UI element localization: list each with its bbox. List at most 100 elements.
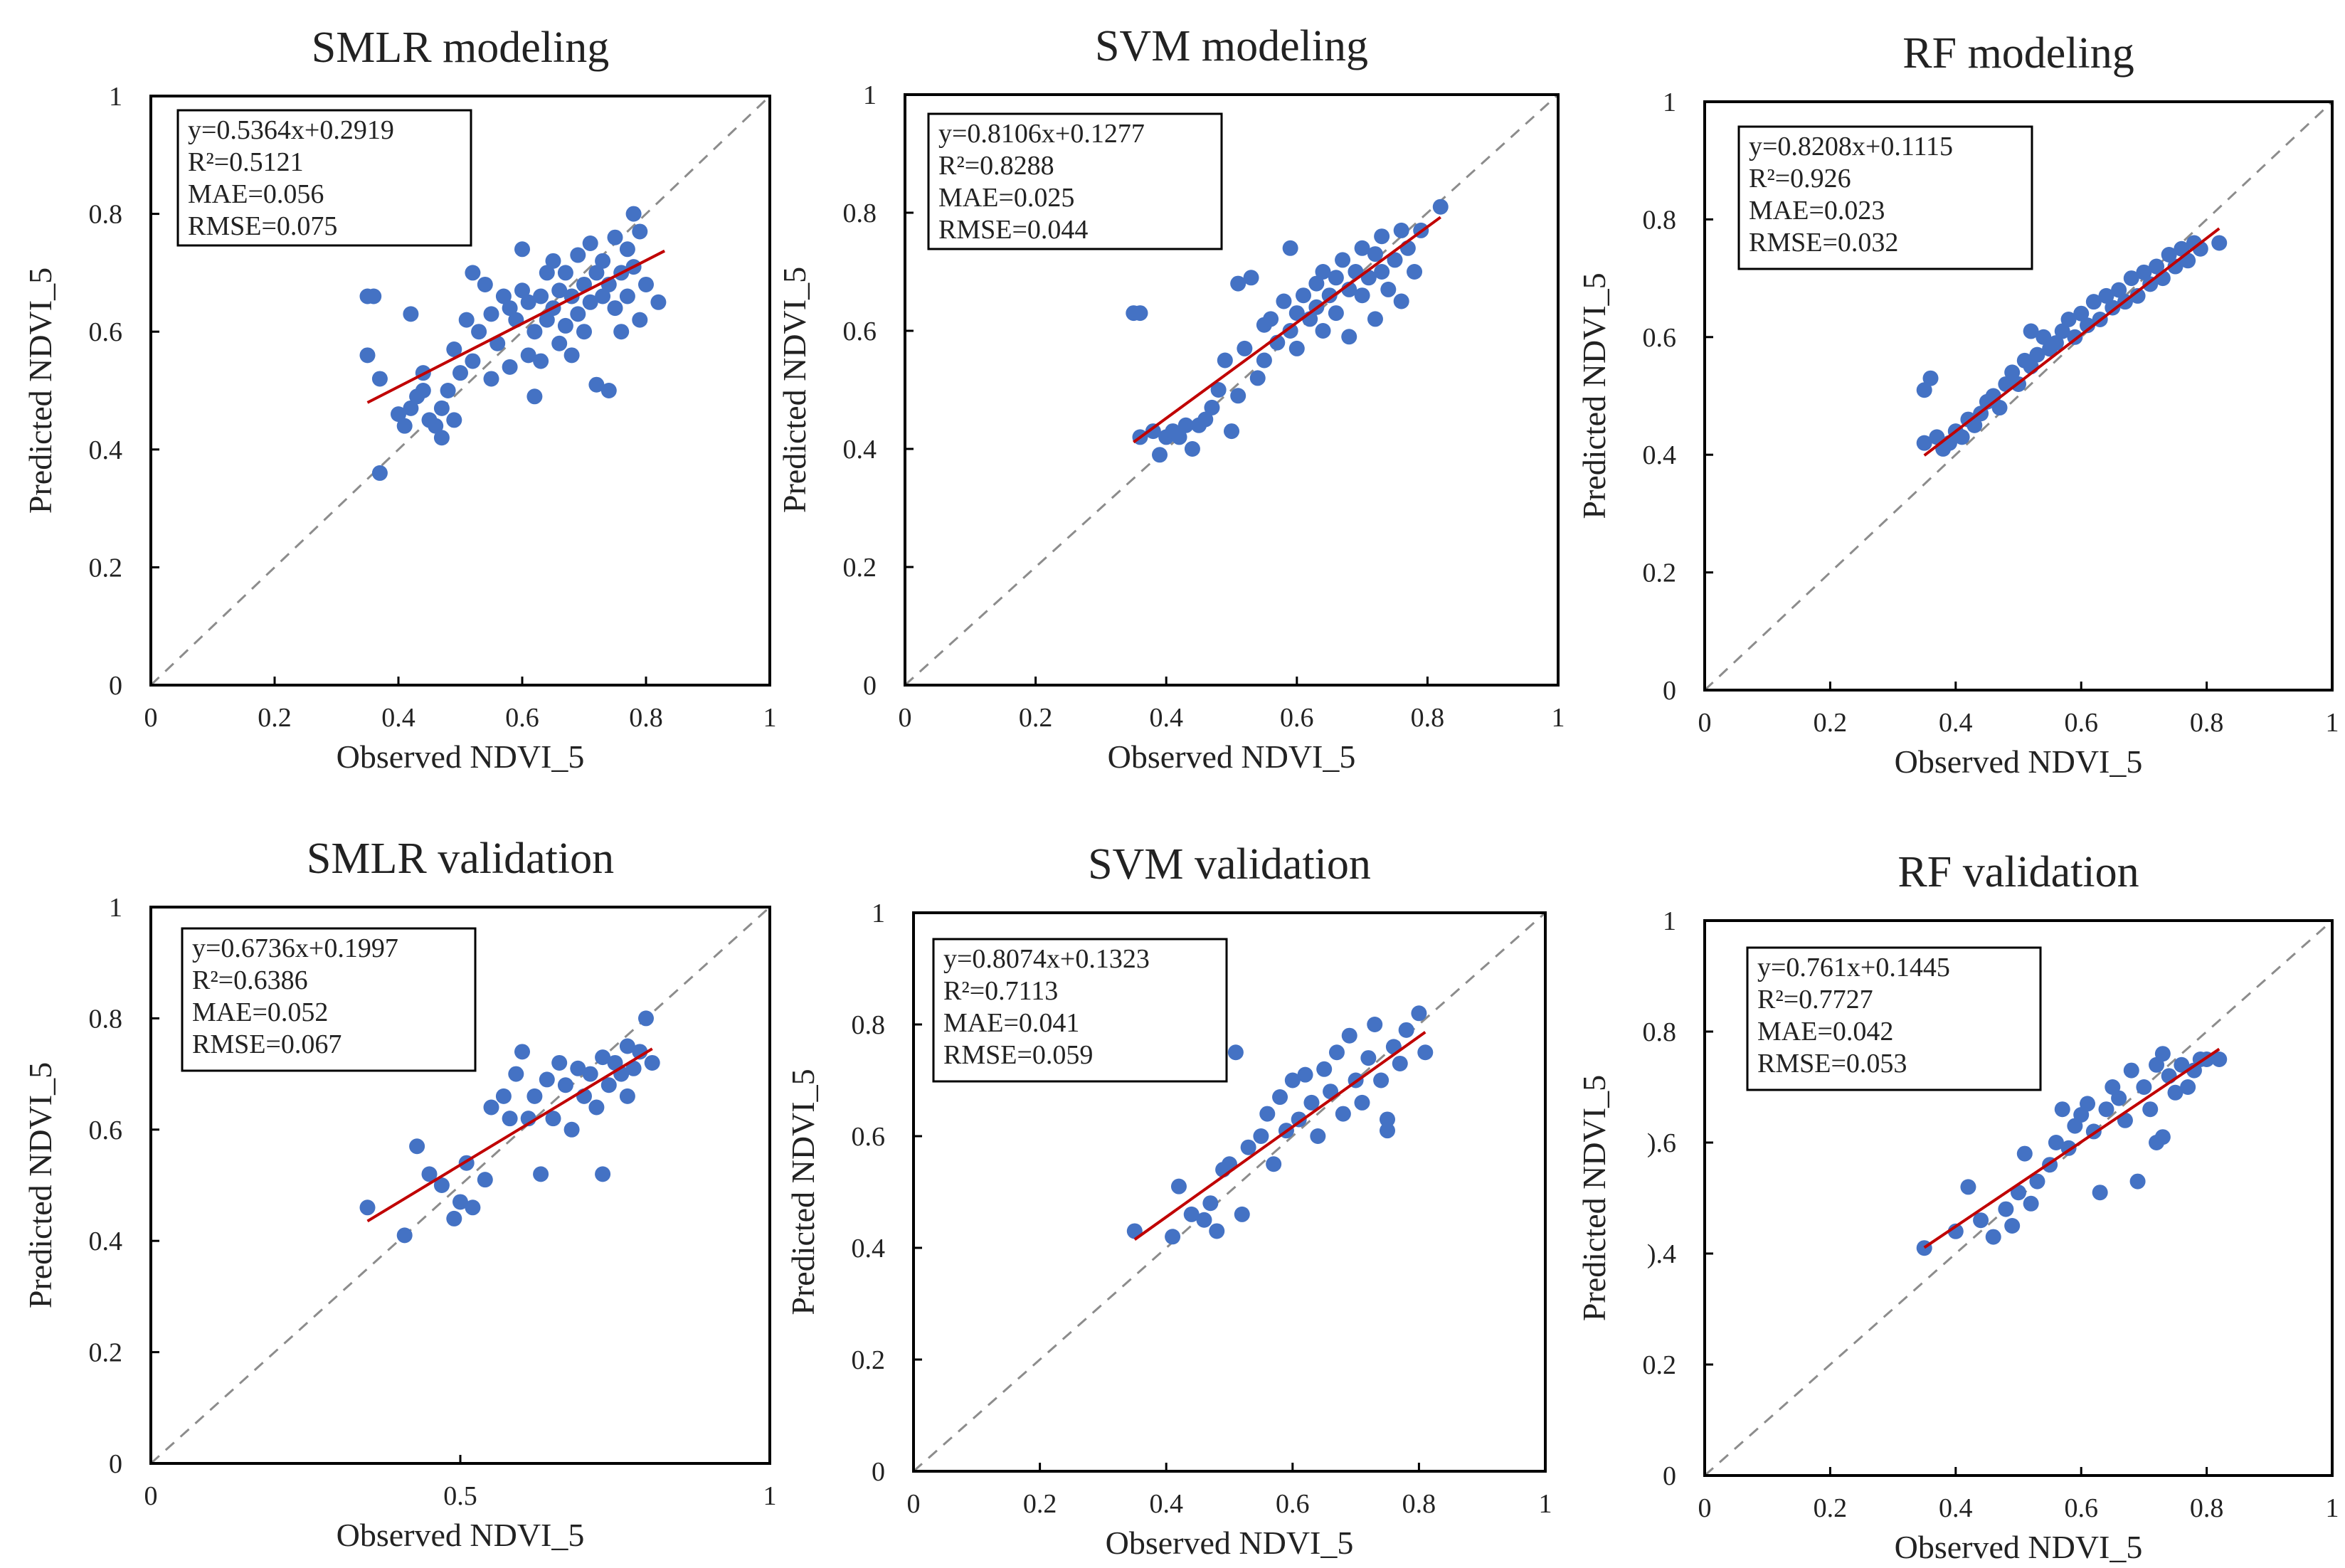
data-point — [514, 1044, 530, 1060]
data-point — [465, 1199, 481, 1216]
data-point — [2161, 247, 2177, 263]
data-point — [1276, 293, 1292, 309]
data-point — [533, 353, 549, 369]
data-point — [421, 1166, 438, 1182]
data-point — [1973, 1212, 1989, 1229]
data-point — [582, 235, 598, 251]
x-axis-label: Observed NDVI_5 — [1895, 743, 2143, 780]
x-tick-label: 0.2 — [1814, 708, 1848, 738]
data-point — [1282, 323, 1298, 339]
x-tick-label: 0.6 — [1276, 1489, 1310, 1519]
data-point — [570, 247, 586, 263]
data-point — [502, 1111, 518, 1127]
stats-line: MAE=0.042 — [1757, 1017, 1893, 1047]
stats-line: R²=0.8288 — [938, 151, 1054, 181]
data-point — [2004, 364, 2021, 381]
data-point — [2098, 287, 2114, 304]
data-point — [508, 1066, 524, 1082]
data-point — [1177, 417, 1194, 433]
data-point — [650, 294, 667, 310]
y-tick-label: 1 — [1663, 88, 1676, 117]
plot-frame — [149, 95, 771, 687]
y-tick-label: ).6 — [1647, 1128, 1676, 1158]
stats-line: RMSE=0.032 — [1749, 228, 1898, 258]
y-axis-label: Predicted NDVI_5 — [22, 267, 58, 514]
data-point — [1256, 352, 1272, 369]
y-tick-label: 1 — [109, 893, 122, 923]
y-tick-label: 0 — [1663, 676, 1676, 706]
reference-line — [149, 95, 771, 687]
y-tick-label: 0.8 — [1643, 205, 1677, 235]
x-tick-label: 1 — [763, 1481, 777, 1511]
stats-line: MAE=0.023 — [1749, 196, 1885, 226]
data-point — [1335, 1106, 1351, 1122]
data-point — [551, 1054, 568, 1071]
data-point — [433, 400, 450, 416]
data-point — [471, 324, 487, 340]
stats-line: R²=0.5121 — [188, 147, 304, 177]
data-point — [502, 300, 518, 317]
data-point — [600, 1077, 617, 1093]
y-tick-label: 0.8 — [1643, 1017, 1677, 1047]
data-point — [1184, 441, 1200, 457]
data-point — [2111, 1090, 2127, 1106]
data-point — [1297, 1066, 1313, 1083]
data-point — [366, 288, 382, 304]
y-tick-label: 0.6 — [852, 1122, 886, 1152]
data-point — [495, 1088, 512, 1104]
data-point — [570, 1060, 586, 1076]
data-point — [1367, 246, 1383, 263]
data-point — [533, 288, 549, 304]
data-point — [452, 1194, 468, 1210]
data-point — [1291, 1111, 1307, 1128]
data-point — [619, 1088, 635, 1104]
data-point — [2029, 346, 2045, 363]
y-tick-label: 0.4 — [843, 435, 877, 465]
data-point — [502, 359, 518, 375]
x-axis-label: Observed NDVI_5 — [1106, 1525, 1354, 1561]
data-point — [1991, 400, 2008, 416]
data-point — [1243, 270, 1259, 286]
data-point — [545, 253, 561, 269]
x-axis-label: Observed NDVI_5 — [337, 1517, 585, 1553]
x-tick-label: 0.4 — [1939, 1493, 1973, 1523]
data-point — [1360, 1050, 1377, 1066]
data-point — [619, 288, 635, 304]
data-point — [2023, 1195, 2039, 1212]
y-tick-label: 1 — [872, 899, 885, 928]
stats-line: R²=0.7113 — [943, 976, 1058, 1006]
data-point — [632, 223, 648, 240]
data-point — [2167, 258, 2183, 275]
data-point — [632, 1044, 648, 1060]
data-point — [2085, 294, 2102, 310]
data-point — [403, 306, 419, 322]
y-tick-label: 0 — [109, 671, 122, 701]
y-tick-label: ).4 — [1647, 1239, 1676, 1269]
data-point — [440, 383, 456, 398]
data-point — [526, 1088, 543, 1104]
chart-panel-1: SMLR modeling 0 0.2 0.4 0.6 0.8 1 0 0.2 0.4 0.6 0.8… — [22, 23, 777, 775]
data-point — [563, 1121, 580, 1138]
stats-line: R²=0.926 — [1749, 164, 1851, 194]
data-point — [1341, 1027, 1357, 1044]
x-tick-label: 0.2 — [1814, 1493, 1848, 1523]
data-point — [1217, 352, 1233, 369]
data-point — [403, 400, 419, 416]
data-point — [465, 265, 481, 281]
x-tick-label: 0.5 — [443, 1481, 477, 1511]
data-point — [2167, 1084, 2183, 1101]
y-tick-label: 0.4 — [89, 1227, 123, 1256]
data-point — [1145, 423, 1161, 440]
chart-panel-3: RF modeling 0 0.2 0.4 0.6 0.8 1 0 0.2 0.4 0.6 0.8 1 O… — [1576, 29, 2339, 780]
data-point — [371, 465, 388, 481]
data-point — [1224, 423, 1239, 440]
data-point — [1288, 340, 1305, 356]
chart-title: SVM validation — [1088, 840, 1371, 889]
data-point — [600, 383, 617, 398]
data-point — [483, 1099, 499, 1116]
data-point — [520, 347, 536, 364]
data-point — [2129, 287, 2146, 304]
stats-line: RMSE=0.053 — [1757, 1049, 1907, 1079]
x-tick-label: 0.2 — [1019, 703, 1053, 733]
